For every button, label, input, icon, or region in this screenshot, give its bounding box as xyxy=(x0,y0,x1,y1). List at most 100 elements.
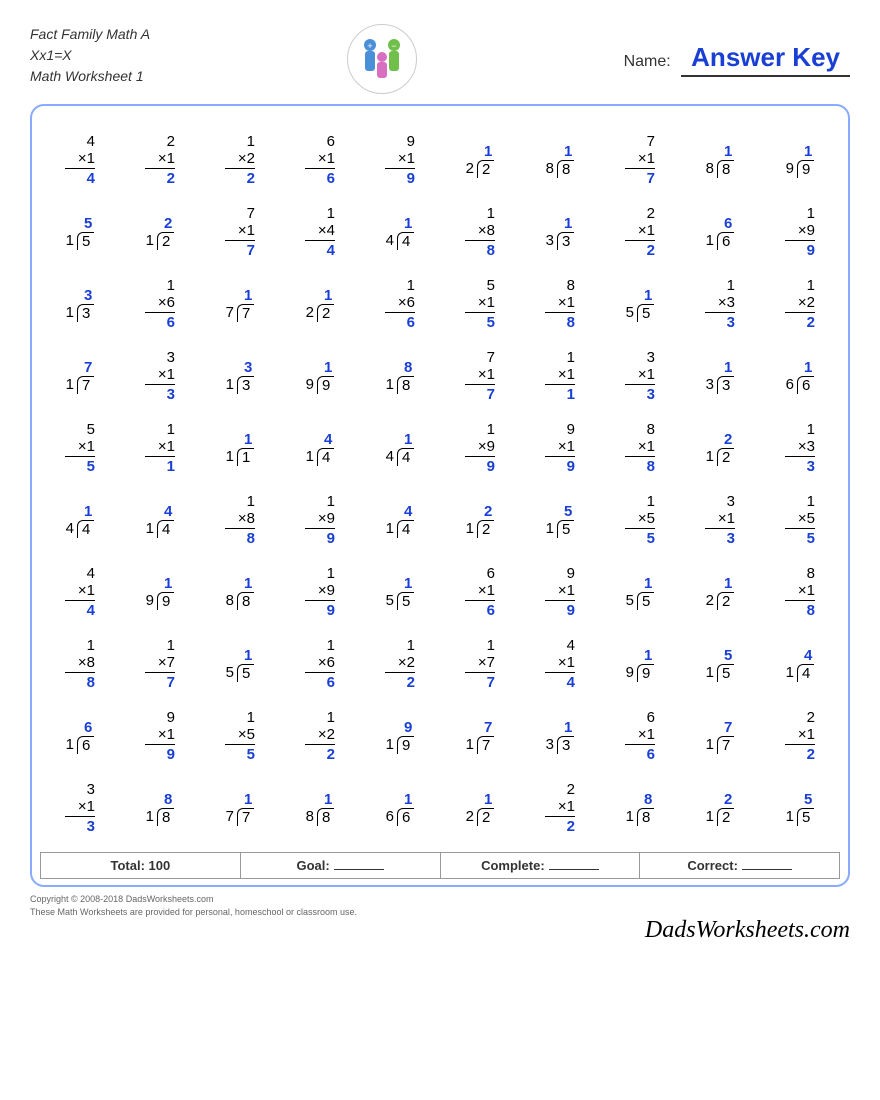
dividend: 4 xyxy=(317,448,334,466)
problem-cell: 6×16 xyxy=(600,700,680,772)
problem-cell: 122 xyxy=(440,124,520,196)
operand-top: 4 xyxy=(65,565,95,582)
quotient: 7 xyxy=(706,719,735,736)
quotient: 3 xyxy=(226,359,255,376)
quotient: 8 xyxy=(386,359,415,376)
answer: 5 xyxy=(65,456,95,475)
problem-cell: 818 xyxy=(360,340,440,412)
mult-problem: 7×17 xyxy=(225,205,255,260)
name-section: Name: Answer Key xyxy=(434,24,850,77)
quotient: 1 xyxy=(226,287,255,304)
answer: 4 xyxy=(305,240,335,259)
quotient: 4 xyxy=(786,647,815,664)
mult-problem: 1×99 xyxy=(465,421,495,476)
operand-bottom: ×9 xyxy=(785,222,815,239)
quotient: 1 xyxy=(306,791,335,808)
operand-top: 1 xyxy=(145,637,175,654)
problem-cell: 1×99 xyxy=(760,196,840,268)
answer: 7 xyxy=(465,384,495,403)
operand-bottom: ×2 xyxy=(305,726,335,743)
answer-key-text: Answer Key xyxy=(681,42,850,77)
operand-top: 1 xyxy=(225,133,255,150)
divisor: 8 xyxy=(226,592,237,609)
mult-problem: 1×88 xyxy=(65,637,95,692)
answer: 9 xyxy=(465,456,495,475)
problem-cell: 5×15 xyxy=(440,268,520,340)
quotient: 7 xyxy=(66,359,95,376)
answer: 5 xyxy=(225,744,255,763)
div-problem: 717 xyxy=(466,719,495,754)
answer: 3 xyxy=(705,528,735,547)
dividend: 6 xyxy=(717,232,734,250)
quotient: 1 xyxy=(306,359,335,376)
operand-bottom: ×1 xyxy=(545,438,575,455)
divisor: 5 xyxy=(226,664,237,681)
dividend: 3 xyxy=(717,376,734,394)
operand-top: 3 xyxy=(705,493,735,510)
operand-top: 1 xyxy=(145,421,175,438)
operand-top: 7 xyxy=(225,205,255,222)
mult-problem: 1×44 xyxy=(305,205,335,260)
problem-cell: 1×11 xyxy=(120,412,200,484)
quotient: 6 xyxy=(66,719,95,736)
mult-problem: 5×15 xyxy=(65,421,95,476)
dividend: 5 xyxy=(797,808,814,826)
problem-cell: 188 xyxy=(200,556,280,628)
operand-bottom: ×1 xyxy=(545,654,575,671)
divisor: 4 xyxy=(66,520,77,537)
div-problem: 166 xyxy=(786,359,815,394)
operand-top: 1 xyxy=(465,205,495,222)
mult-problem: 5×15 xyxy=(465,277,495,332)
mult-problem: 2×12 xyxy=(785,709,815,764)
mult-problem: 4×14 xyxy=(545,637,575,692)
dividend: 8 xyxy=(637,808,654,826)
quotient: 1 xyxy=(706,359,735,376)
answer: 2 xyxy=(785,312,815,331)
mult-problem: 7×17 xyxy=(465,349,495,404)
divisor: 4 xyxy=(386,448,397,465)
dividend: 4 xyxy=(397,520,414,538)
answer: 3 xyxy=(785,456,815,475)
problem-cell: 515 xyxy=(760,772,840,844)
div-problem: 414 xyxy=(786,647,815,682)
answer: 3 xyxy=(705,312,735,331)
operand-top: 7 xyxy=(625,133,655,150)
divisor: 1 xyxy=(706,664,717,681)
divisor: 9 xyxy=(786,160,797,177)
mult-problem: 9×19 xyxy=(545,565,575,620)
operand-bottom: ×1 xyxy=(65,150,95,167)
divisor: 6 xyxy=(786,376,797,393)
divisor: 1 xyxy=(706,736,717,753)
answer: 8 xyxy=(545,312,575,331)
divisor: 1 xyxy=(306,448,317,465)
div-problem: 818 xyxy=(386,359,415,394)
answer: 6 xyxy=(625,744,655,763)
operand-top: 1 xyxy=(305,709,335,726)
dividend: 6 xyxy=(77,736,94,754)
div-problem: 818 xyxy=(626,791,655,826)
correct-blank xyxy=(742,869,792,870)
problem-cell: 177 xyxy=(200,268,280,340)
problem-cell: 4×14 xyxy=(520,628,600,700)
dividend: 5 xyxy=(557,520,574,538)
answer: 8 xyxy=(65,672,95,691)
dividend: 7 xyxy=(77,376,94,394)
divisor: 9 xyxy=(306,376,317,393)
problem-grid: 4×142×121×226×169×191221887×171881995152… xyxy=(40,124,840,844)
operand-bottom: ×6 xyxy=(305,654,335,671)
problem-cell: 144 xyxy=(360,412,440,484)
quotient: 1 xyxy=(546,143,575,160)
operand-top: 9 xyxy=(545,421,575,438)
operand-top: 1 xyxy=(385,637,415,654)
answer: 6 xyxy=(305,672,335,691)
mult-problem: 1×22 xyxy=(225,133,255,188)
operand-bottom: ×1 xyxy=(545,798,575,815)
answer: 3 xyxy=(145,384,175,403)
quotient: 2 xyxy=(146,215,175,232)
operand-bottom: ×1 xyxy=(785,726,815,743)
div-problem: 155 xyxy=(226,647,255,682)
problem-cell: 1×55 xyxy=(600,484,680,556)
worksheet-frame: 4×142×121×226×169×191221887×171881995152… xyxy=(30,104,850,887)
dividend: 4 xyxy=(397,448,414,466)
problem-cell: 1×22 xyxy=(200,124,280,196)
